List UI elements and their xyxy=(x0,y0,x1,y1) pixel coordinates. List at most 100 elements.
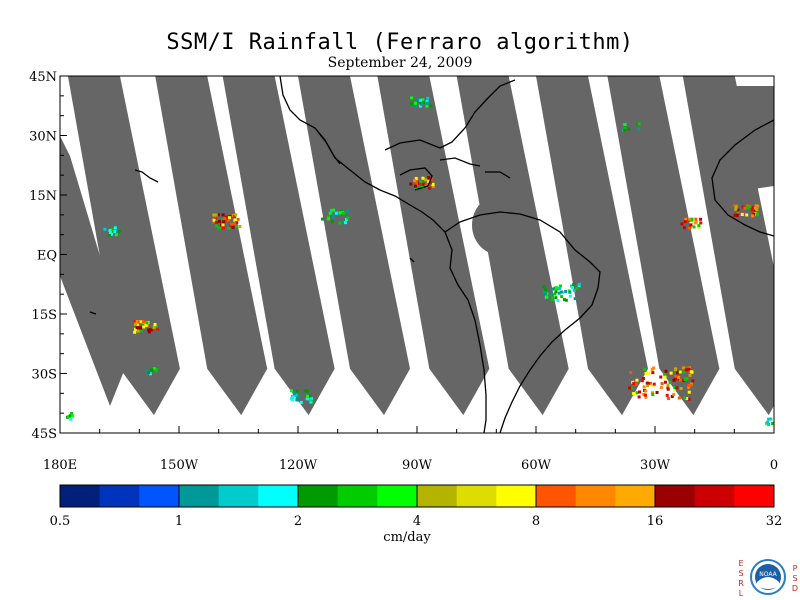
rain-cell xyxy=(230,222,234,226)
coast-galapagos xyxy=(409,257,415,263)
rain-cell xyxy=(558,284,562,288)
rain-cell xyxy=(685,397,689,401)
rain-cell xyxy=(419,180,423,184)
rain-cell xyxy=(638,390,642,394)
rain-cell xyxy=(666,383,670,387)
rain-cell xyxy=(767,417,771,421)
rain-cell xyxy=(308,394,312,398)
lat-tick-label-3: EQ xyxy=(37,249,57,264)
no-data-swath-6 xyxy=(536,76,648,416)
rain-cell xyxy=(675,386,679,390)
colorbar-swatch-2 xyxy=(139,485,180,507)
rain-cell xyxy=(647,371,651,375)
rain-cell xyxy=(655,390,659,394)
rain-cell xyxy=(570,286,574,290)
rain-cell xyxy=(687,385,691,389)
rain-cell xyxy=(577,282,581,286)
rain-cell xyxy=(425,104,429,108)
no-data-swath-3 xyxy=(298,76,410,416)
rain-cell xyxy=(294,393,298,397)
rain-cell xyxy=(678,378,682,382)
no-data-swath-edge xyxy=(60,136,130,406)
rain-cell xyxy=(297,393,301,397)
rain-cell xyxy=(305,394,309,398)
map-area xyxy=(60,76,774,433)
rain-cell xyxy=(651,371,655,375)
rain-cell xyxy=(551,287,555,291)
rain-cell xyxy=(629,370,633,374)
rain-cell xyxy=(329,209,333,213)
lat-tick-label-5: 30S xyxy=(32,368,57,383)
no-data-swath-4 xyxy=(377,76,490,416)
rain-cell xyxy=(646,384,650,388)
rain-cell xyxy=(650,391,654,395)
rain-cell xyxy=(666,386,670,390)
lon-tick-label-3: 90W xyxy=(402,458,433,473)
rain-cell xyxy=(564,289,568,293)
rain-cell xyxy=(688,373,692,377)
colorbar-swatch-4 xyxy=(218,485,259,507)
colorbar-swatch-8 xyxy=(377,485,418,507)
rain-cell xyxy=(229,224,233,228)
colorbar-tick-label-6: 32 xyxy=(766,514,783,529)
rain-cell xyxy=(149,328,153,332)
rain-cell xyxy=(145,321,149,325)
rain-cell xyxy=(133,319,137,323)
no-data-swath-1 xyxy=(155,76,268,416)
rain-cell xyxy=(570,284,574,288)
colorbar-swatch-1 xyxy=(99,485,140,507)
rain-cell xyxy=(137,326,141,330)
rain-cell xyxy=(684,368,688,372)
rain-cell xyxy=(568,294,572,298)
rain-cell xyxy=(743,206,747,210)
rain-cell xyxy=(328,211,332,215)
coast-hawaii xyxy=(134,169,159,183)
coast-africa xyxy=(711,119,774,237)
rain-cell xyxy=(418,98,422,102)
rain-cell xyxy=(150,328,154,332)
colorbar: 0.5 1 2 4 8 16 32 cm/day xyxy=(50,484,783,545)
rain-cell xyxy=(687,390,691,394)
rain-cell xyxy=(691,379,695,383)
rain-cell xyxy=(735,213,739,217)
rain-cell xyxy=(694,221,698,225)
rain-cell xyxy=(677,396,681,400)
rain-cell xyxy=(554,296,558,300)
rain-cell xyxy=(554,290,558,294)
rain-cell xyxy=(289,389,293,393)
rain-cell xyxy=(147,328,151,332)
rain-cell xyxy=(687,397,691,401)
rain-cell xyxy=(331,214,335,218)
rain-cell xyxy=(748,205,752,209)
rain-cell xyxy=(644,395,648,399)
colorbar-swatch-15 xyxy=(655,485,696,507)
rain-cell xyxy=(299,400,303,404)
rain-cell xyxy=(152,325,156,329)
rain-cell xyxy=(291,395,295,399)
rain-cell xyxy=(682,366,686,370)
rain-cell xyxy=(660,382,664,386)
rain-cell xyxy=(414,184,418,188)
rain-cell xyxy=(418,104,422,108)
rain-cell xyxy=(672,378,676,382)
rain-cell xyxy=(139,326,143,330)
rain-cell xyxy=(327,217,331,221)
rain-cell xyxy=(309,397,313,401)
rain-cell xyxy=(110,228,114,232)
rain-cell xyxy=(295,389,299,393)
rain-cell xyxy=(668,381,672,385)
rain-cell xyxy=(652,382,656,386)
rain-cell xyxy=(553,292,557,296)
rain-cell xyxy=(751,214,755,218)
colorbar-swatch-5 xyxy=(258,485,299,507)
colorbar-swatch-9 xyxy=(417,485,458,507)
rain-cell xyxy=(677,370,681,374)
rain-cell xyxy=(233,218,237,222)
rain-cell xyxy=(330,219,334,223)
rain-cell xyxy=(666,397,670,401)
rain-cell xyxy=(637,395,641,399)
rain-cell xyxy=(635,378,639,382)
rain-cell xyxy=(753,208,757,212)
rain-cell xyxy=(70,414,74,418)
rain-cell xyxy=(645,381,649,385)
